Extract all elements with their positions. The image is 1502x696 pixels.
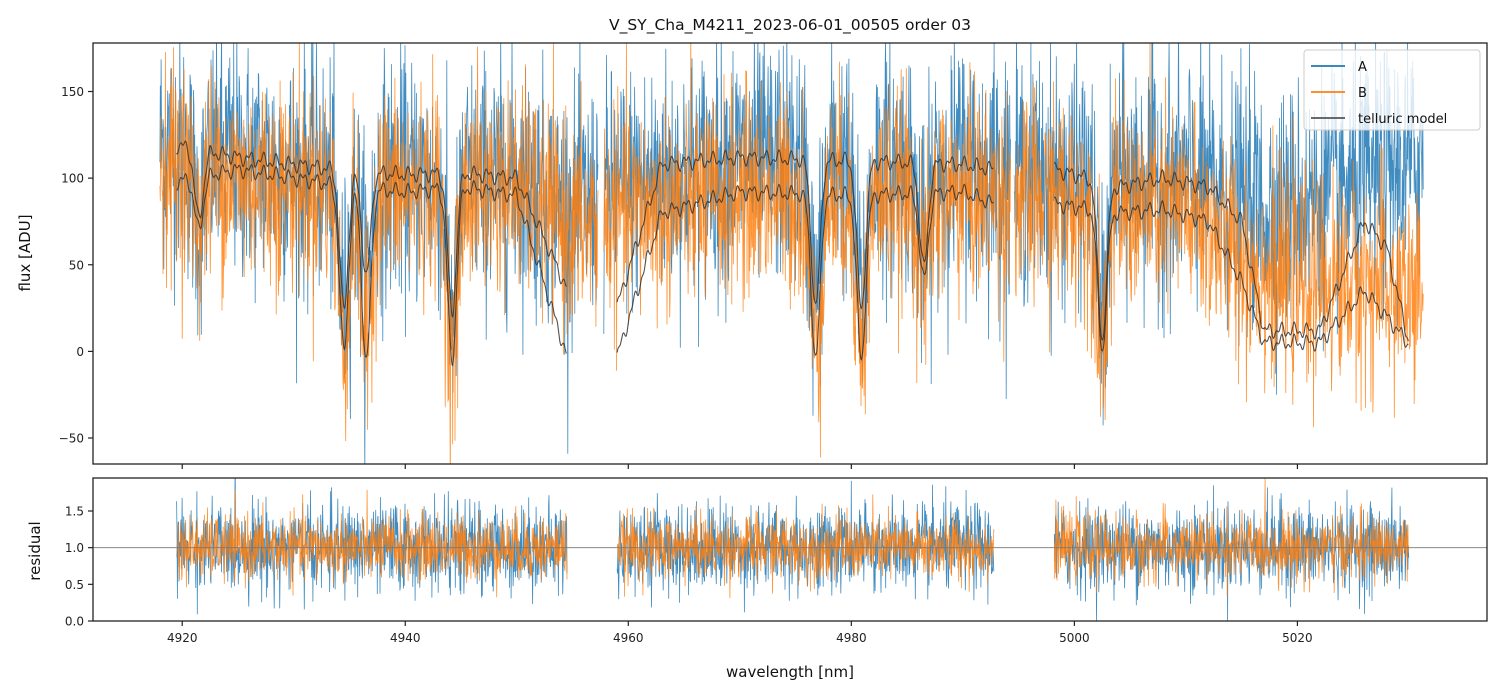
residual-x-tick-label: 4940 xyxy=(390,631,421,645)
residual-x-ticks: 4920 4940 4960 4980 5000 5020 xyxy=(167,621,1313,645)
flux-y-tick-label: 150 xyxy=(61,85,84,99)
telluric-model-line xyxy=(176,140,567,318)
residual-y-tick-label: 1.0 xyxy=(65,541,84,555)
residual-x-tick-label: 4960 xyxy=(613,631,644,645)
flux-y-axis-label: flux [ADU] xyxy=(16,214,34,291)
spectrum-b-line xyxy=(1013,43,1424,428)
telluric-model-line xyxy=(616,149,994,310)
residual-x-tick-label: 5020 xyxy=(1282,631,1313,645)
spectrum-b-line xyxy=(603,43,1011,458)
flux-plot-area xyxy=(159,43,1424,464)
residual-b-line xyxy=(616,494,995,599)
legend-label-telluric: telluric model xyxy=(1358,112,1447,127)
residual-y-tick-label: 0.0 xyxy=(65,615,84,629)
residual-axes-frame xyxy=(92,477,1488,622)
residual-plot-area xyxy=(93,478,1487,621)
legend-label-b: B xyxy=(1358,86,1367,101)
flux-y-tick-label: −50 xyxy=(59,432,84,446)
legend: A B telluric model xyxy=(1303,49,1481,131)
x-axis-label: wavelength [nm] xyxy=(726,663,854,681)
flux-y-tick-label: 100 xyxy=(61,172,84,186)
residual-y-ticks: 0.0 0.5 1.0 1.5 xyxy=(65,505,93,629)
flux-y-tick-label: 50 xyxy=(69,258,84,272)
flux-y-ticks: −50 0 50 100 150 xyxy=(59,85,93,446)
legend-label-a: A xyxy=(1358,60,1367,75)
residual-b-line xyxy=(176,489,568,598)
residual-b-line xyxy=(1053,478,1410,597)
spectrum-b-line xyxy=(159,43,599,464)
residual-y-axis-label: residual xyxy=(26,521,44,580)
residual-x-tick-label: 4920 xyxy=(167,631,198,645)
telluric-model-line xyxy=(1053,161,1409,342)
chart-title: V_SY_Cha_M4211_2023-06-01_00505 order 03 xyxy=(609,16,971,35)
residual-y-tick-label: 1.5 xyxy=(65,505,84,519)
telluric-model-line xyxy=(616,183,994,361)
telluric-model-line xyxy=(176,163,567,367)
telluric-model-line xyxy=(1053,196,1409,352)
flux-y-tick-label: 0 xyxy=(76,345,84,359)
residual-x-tick-label: 4980 xyxy=(836,631,867,645)
flux-x-ticks xyxy=(181,464,1299,469)
flux-panel: −50 0 50 100 150 flux [ADU] A B telluric mod… xyxy=(16,42,1488,469)
legend-frame xyxy=(1303,49,1481,131)
residual-y-tick-label: 0.5 xyxy=(65,578,84,592)
flux-axes-frame xyxy=(92,42,1488,465)
residual-x-tick-label: 5000 xyxy=(1059,631,1090,645)
residual-panel: 0.0 0.5 1.0 1.5 4920 4940 4960 4980 5000 5020 re… xyxy=(26,477,1488,681)
